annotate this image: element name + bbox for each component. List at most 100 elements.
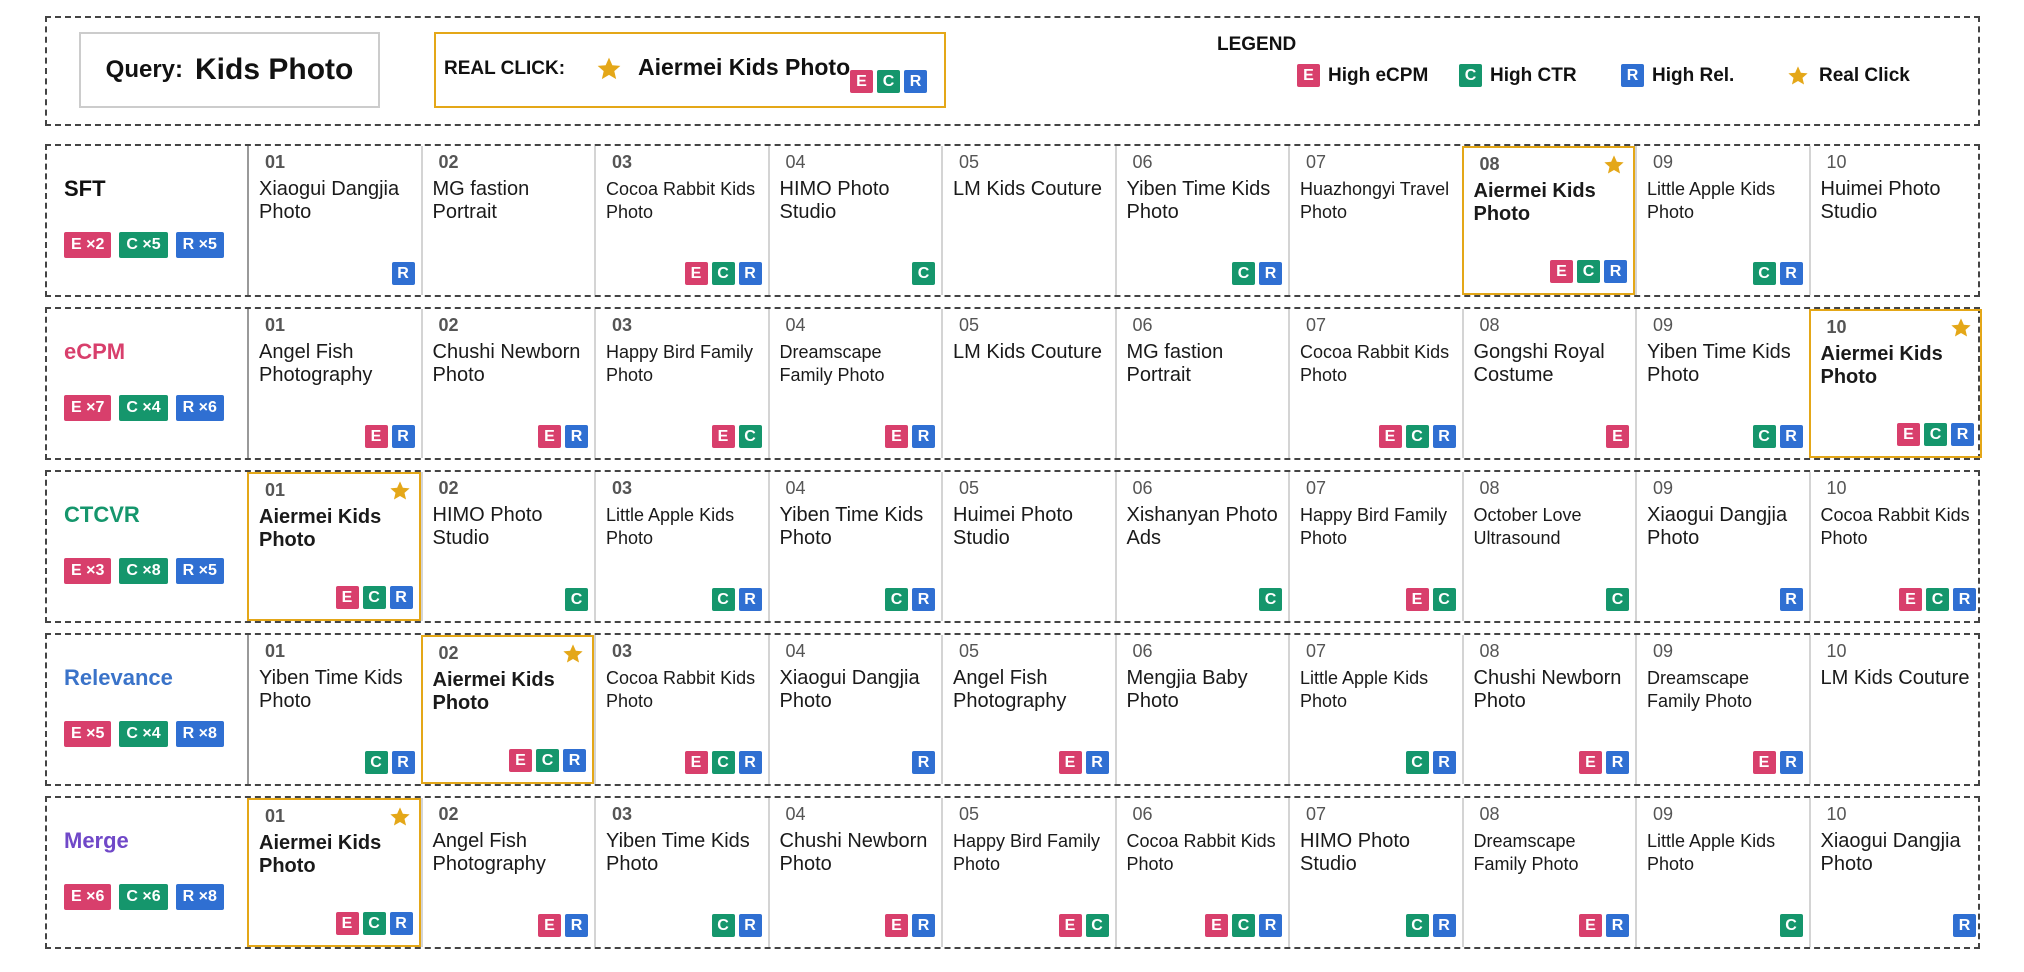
result-cell: 03 Little Apple Kids Photo C R bbox=[594, 472, 768, 621]
star-icon bbox=[1604, 155, 1624, 174]
badge: R bbox=[391, 425, 415, 448]
badge: E bbox=[335, 912, 359, 935]
badge: R bbox=[738, 588, 762, 611]
badge: C bbox=[1752, 262, 1776, 285]
badge: C bbox=[877, 70, 900, 93]
rank: 07 bbox=[1306, 315, 1327, 335]
star-icon bbox=[389, 807, 410, 826]
row-name: Merge bbox=[64, 828, 129, 853]
badge: R bbox=[1085, 751, 1109, 774]
rank: 02 bbox=[438, 315, 459, 335]
count-badge: C ×8 bbox=[119, 558, 168, 584]
rank: 05 bbox=[959, 315, 980, 335]
legend-item: C High CTR bbox=[1459, 64, 1621, 87]
result-title: Yiben Time Kids Photo bbox=[779, 504, 924, 549]
badge: E bbox=[1899, 588, 1922, 611]
rank: 09 bbox=[1653, 478, 1674, 498]
result-title: Aiermei Kids Photo bbox=[432, 669, 555, 714]
legend-label: High CTR bbox=[1490, 64, 1577, 86]
result-cell: 07 Cocoa Rabbit Kids Photo E C R bbox=[1288, 309, 1462, 458]
badge: C bbox=[738, 425, 762, 448]
badge: C bbox=[565, 588, 588, 611]
rank: 05 bbox=[959, 478, 980, 498]
rank: 01 bbox=[265, 152, 286, 172]
badge: E bbox=[885, 914, 908, 937]
result-cell: 10 Xiaogui Dangjia Photo R bbox=[1808, 798, 1983, 947]
badge: C bbox=[711, 262, 735, 285]
badge: E bbox=[1579, 914, 1602, 937]
legend-label: High Rel. bbox=[1652, 64, 1735, 86]
count-badge: C ×4 bbox=[119, 395, 168, 421]
badge: R bbox=[1953, 914, 1976, 937]
rank: 07 bbox=[1306, 804, 1327, 824]
rank: 07 bbox=[1306, 641, 1327, 661]
result-cell: 10 Cocoa Rabbit Kids Photo E C R bbox=[1808, 472, 1983, 621]
rank: 03 bbox=[612, 804, 633, 824]
rank: 06 bbox=[1132, 804, 1153, 824]
count-badge: E ×5 bbox=[64, 721, 112, 747]
result-cell: 08 Aiermei Kids Photo E C R bbox=[1461, 146, 1635, 295]
badge: C bbox=[1085, 914, 1109, 937]
badge: R bbox=[1604, 260, 1627, 283]
result-title: Yiben Time Kids Photo bbox=[1647, 341, 1791, 386]
result-cell: 10 Aiermei Kids Photo E C R bbox=[1808, 309, 1982, 458]
rank: 04 bbox=[785, 478, 806, 498]
badge: R bbox=[1432, 914, 1456, 937]
badge: R bbox=[738, 914, 762, 937]
rank: 01 bbox=[265, 641, 286, 661]
legend-item: E High eCPM bbox=[1297, 64, 1459, 87]
result-cell: 04 Xiaogui Dangjia Photo R bbox=[767, 635, 942, 784]
rank: 03 bbox=[612, 478, 633, 498]
badge: E bbox=[364, 425, 388, 448]
badges: R bbox=[1949, 914, 1976, 937]
rank: 06 bbox=[1132, 315, 1153, 335]
badge: C bbox=[1752, 425, 1776, 448]
badges: C bbox=[1602, 588, 1629, 611]
result-cell: 06 MG fastion Portrait bbox=[1114, 309, 1289, 458]
badge: C bbox=[362, 586, 386, 609]
count-badge: R ×8 bbox=[175, 884, 224, 910]
result-title: Chushi Newborn Photo bbox=[779, 830, 928, 875]
real-click-title: Aiermei Kids Photo bbox=[638, 54, 851, 80]
row-name: eCPM bbox=[64, 339, 126, 364]
rank: 10 bbox=[1826, 804, 1847, 824]
rank: 01 bbox=[265, 315, 286, 335]
result-cell: 09 Little Apple Kids Photo C bbox=[1635, 798, 1809, 947]
badge: C bbox=[1232, 262, 1255, 285]
badge: C bbox=[912, 262, 935, 285]
row-counts: E ×5 C ×4 R ×8 bbox=[64, 721, 232, 747]
badges: C bbox=[1776, 914, 1803, 937]
rank: 04 bbox=[785, 641, 806, 661]
badge: E bbox=[1405, 588, 1429, 611]
result-title: Mengjia Baby Photo bbox=[1126, 667, 1248, 712]
result-cell: 09 Dreamscape Family Photo E R bbox=[1635, 635, 1809, 784]
result-cell: 05 Happy Bird Family Photo E C bbox=[941, 798, 1115, 947]
result-cell: 08 Chushi Newborn Photo E R bbox=[1461, 635, 1636, 784]
result-title: Angel Fish Photography bbox=[259, 341, 373, 386]
result-cell: 10 LM Kids Couture bbox=[1808, 635, 1983, 784]
result-cell: 01 Yiben Time Kids Photo C R bbox=[247, 635, 421, 784]
badge: R bbox=[1259, 914, 1282, 937]
result-title: Cocoa Rabbit Kids Photo bbox=[606, 179, 756, 222]
badge: E bbox=[1579, 751, 1602, 774]
result-cell: 01 Aiermei Kids Photo E C R bbox=[247, 472, 421, 621]
rank: 03 bbox=[612, 641, 633, 661]
result-title: Happy Bird Family Photo bbox=[606, 342, 754, 385]
badges: E bbox=[1602, 425, 1629, 448]
badge: R bbox=[738, 262, 762, 285]
row-panel: Merge E ×6 C ×6 R ×8 01 Aiermei Kids Photo E C R… bbox=[45, 796, 1980, 949]
badges: R bbox=[908, 751, 935, 774]
result-cell: 09 Xiaogui Dangjia Photo R bbox=[1635, 472, 1809, 621]
badge: E bbox=[885, 425, 908, 448]
badge: R bbox=[565, 914, 588, 937]
rank: 07 bbox=[1306, 152, 1327, 172]
